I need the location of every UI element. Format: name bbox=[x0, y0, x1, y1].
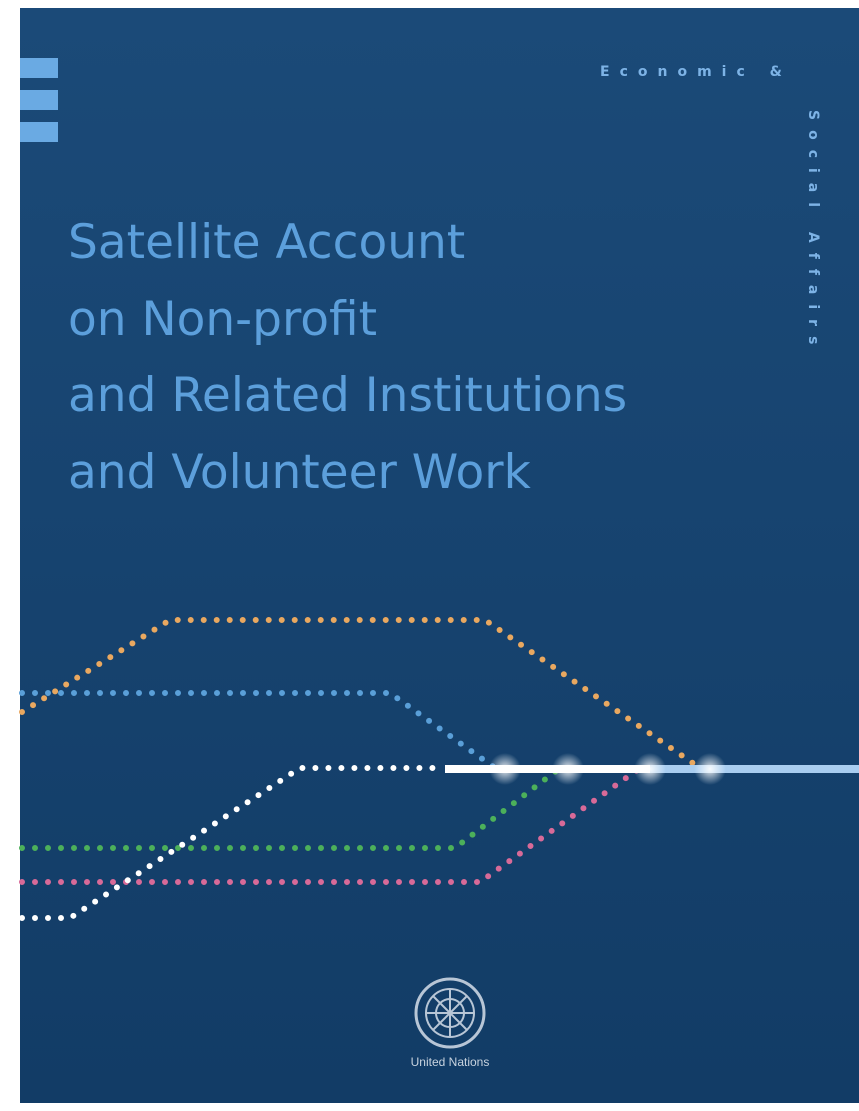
publisher: United Nations bbox=[411, 1055, 490, 1069]
title-line: Satellite Account bbox=[68, 215, 465, 270]
title-line: on Non-profit bbox=[68, 292, 377, 347]
title: Satellite Account on Non-profit and Rela… bbox=[68, 215, 627, 500]
title-line: and Related Institutions bbox=[68, 368, 627, 423]
series-label-vertical: Social Affairs bbox=[805, 110, 821, 354]
series-label: Economic & bbox=[600, 64, 792, 80]
title-line: and Volunteer Work bbox=[68, 445, 532, 500]
background bbox=[20, 8, 859, 1103]
dotted-lines bbox=[19, 617, 859, 921]
side-bars bbox=[20, 58, 58, 142]
un-emblem bbox=[414, 977, 486, 1049]
